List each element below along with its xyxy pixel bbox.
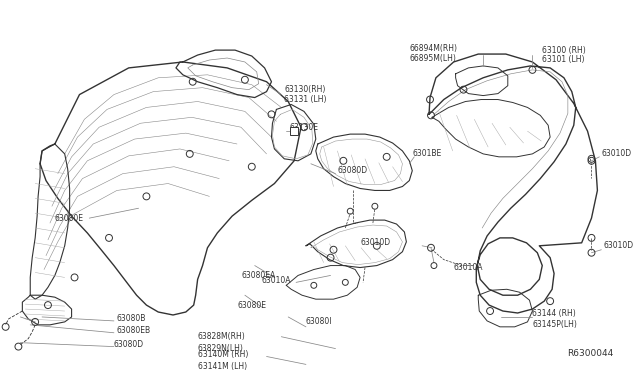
Text: 63140M (RH): 63140M (RH) (198, 350, 248, 359)
Text: R6300044: R6300044 (567, 349, 613, 359)
Text: 63080E: 63080E (237, 301, 266, 310)
Text: 63010D: 63010D (602, 150, 632, 158)
Text: 63828M(RH): 63828M(RH) (198, 332, 245, 341)
Text: 66894M(RH): 66894M(RH) (410, 44, 458, 52)
Text: 63080I: 63080I (306, 317, 332, 326)
Text: 63080D: 63080D (114, 340, 144, 349)
Text: 63829N(LH): 63829N(LH) (198, 344, 243, 353)
Text: 63010A: 63010A (262, 276, 291, 285)
Text: 63141M (LH): 63141M (LH) (198, 362, 247, 371)
Text: 63080B: 63080B (117, 314, 147, 323)
Text: 63080EA: 63080EA (242, 271, 276, 280)
Bar (290, 127, 298, 135)
Text: 63010D: 63010D (604, 241, 634, 250)
Text: 66895M(LH): 66895M(LH) (410, 54, 456, 62)
Text: 6301BE: 6301BE (412, 150, 442, 158)
Text: 63130E: 63130E (289, 123, 318, 132)
Text: 63080EB: 63080EB (117, 326, 151, 335)
Text: 63100 (RH): 63100 (RH) (542, 46, 586, 55)
Text: 63010A: 63010A (454, 263, 483, 272)
Text: 63145P(LH): 63145P(LH) (532, 320, 577, 329)
Text: 63144 (RH): 63144 (RH) (532, 308, 576, 317)
Text: 63010D: 63010D (360, 238, 390, 247)
Text: 63080D: 63080D (337, 166, 367, 175)
Text: 63080E: 63080E (55, 214, 84, 222)
Text: 63131 (LH): 63131 (LH) (284, 95, 327, 104)
Text: 63130(RH): 63130(RH) (284, 85, 326, 94)
Text: 63101 (LH): 63101 (LH) (542, 55, 585, 64)
